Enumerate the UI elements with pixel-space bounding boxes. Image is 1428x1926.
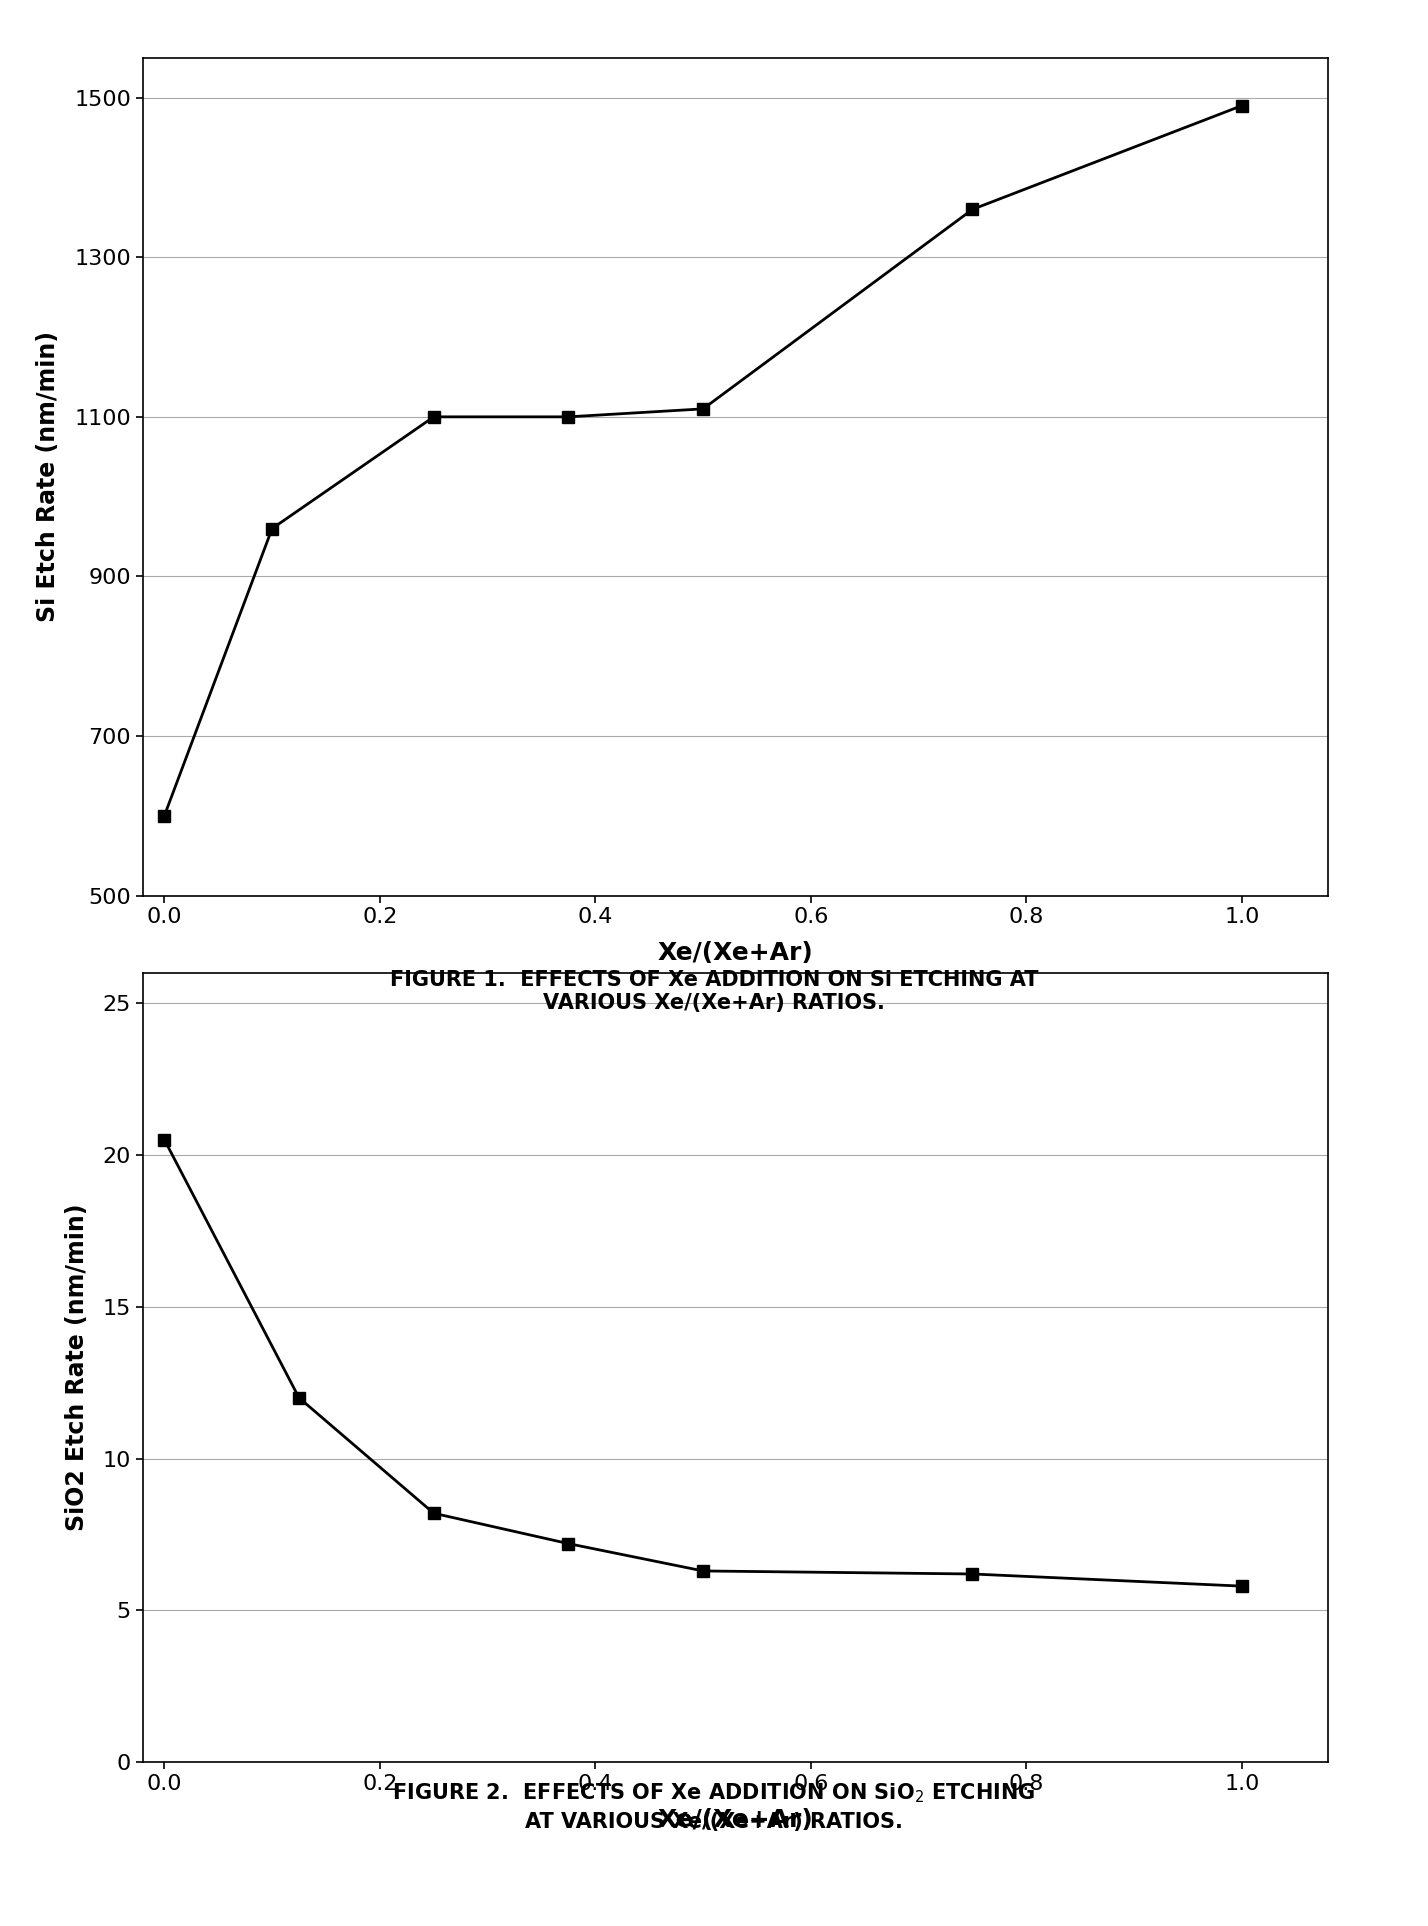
Text: AT VARIOUS Xe/(Xe+Ar) RATIOS.: AT VARIOUS Xe/(Xe+Ar) RATIOS. <box>526 1812 902 1832</box>
Text: FIGURE 2.  EFFECTS OF Xe ADDITION ON SiO$_2$ ETCHING: FIGURE 2. EFFECTS OF Xe ADDITION ON SiO$… <box>393 1782 1035 1805</box>
Y-axis label: SiO2 Etch Rate (nm/min): SiO2 Etch Rate (nm/min) <box>64 1204 89 1531</box>
Y-axis label: Si Etch Rate (nm/min): Si Etch Rate (nm/min) <box>36 331 60 622</box>
Text: FIGURE 1.  EFFECTS OF Xe ADDITION ON Si ETCHING AT
VARIOUS Xe/(Xe+Ar) RATIOS.: FIGURE 1. EFFECTS OF Xe ADDITION ON Si E… <box>390 971 1038 1013</box>
X-axis label: Xe/(Xe+Ar): Xe/(Xe+Ar) <box>657 1809 814 1832</box>
X-axis label: Xe/(Xe+Ar): Xe/(Xe+Ar) <box>657 942 814 965</box>
